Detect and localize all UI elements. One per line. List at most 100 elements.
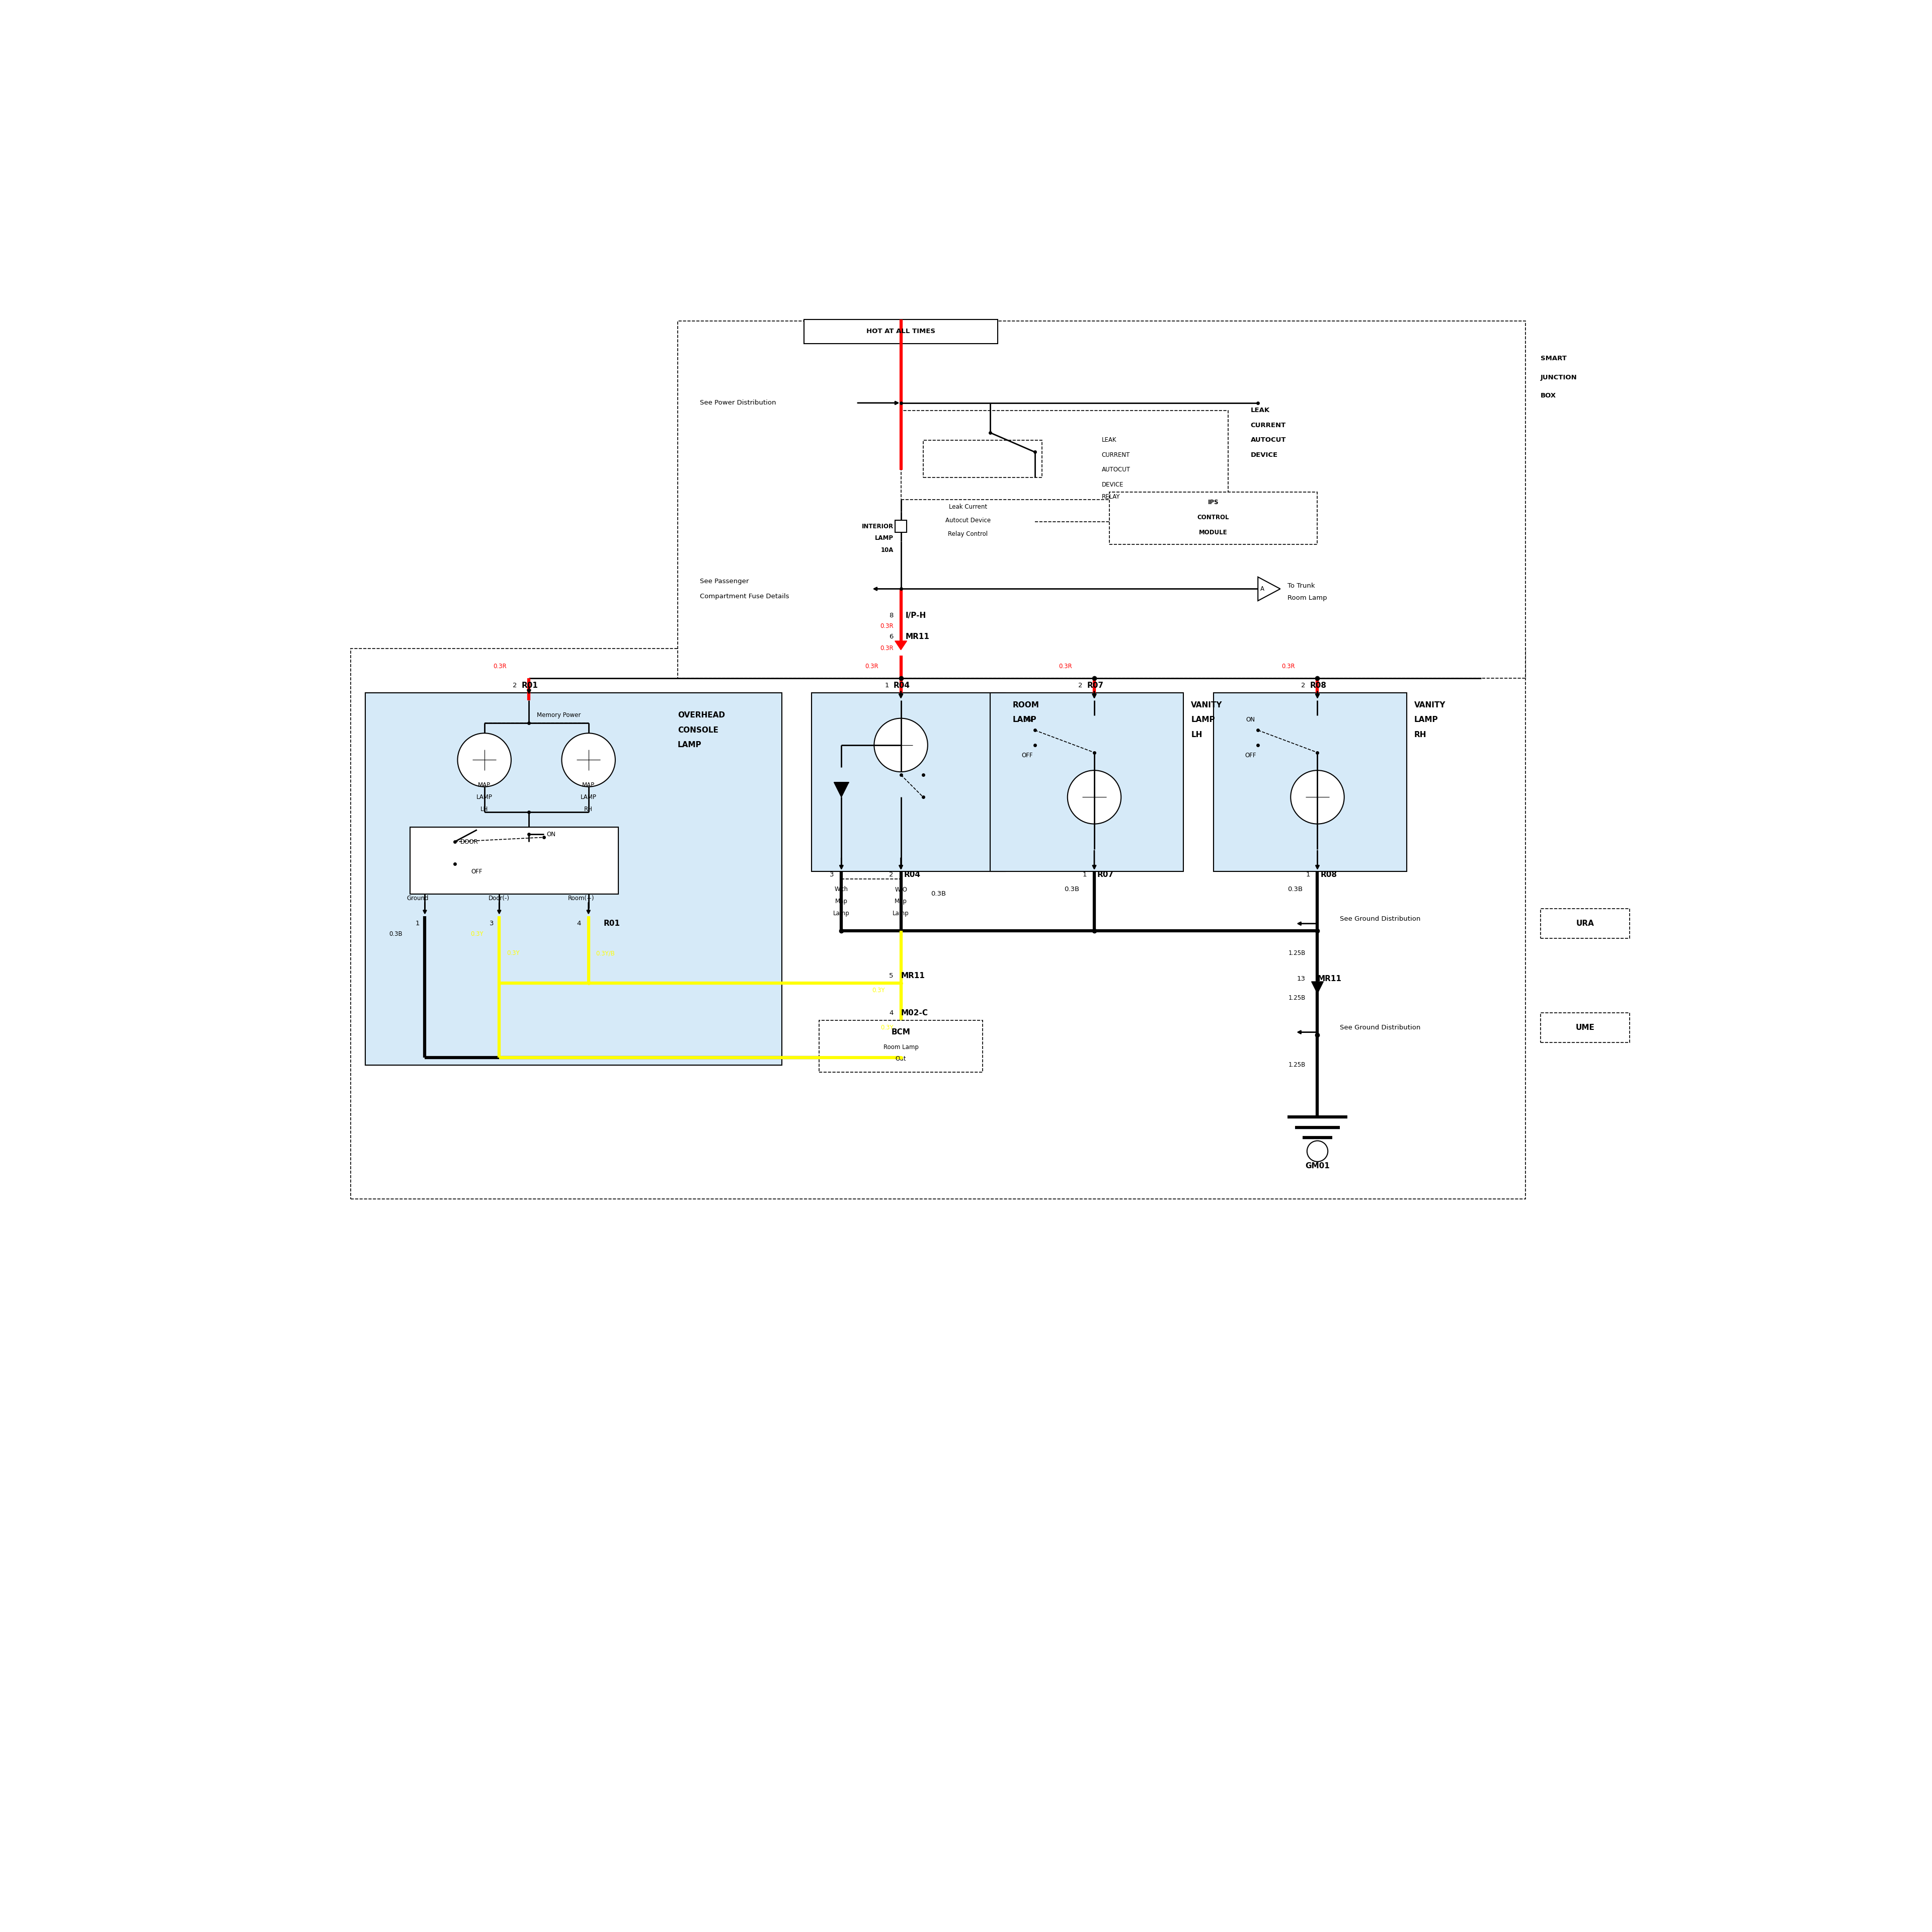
Text: MAP: MAP <box>582 782 595 788</box>
Bar <box>350 649 1526 1198</box>
Text: LAMP: LAMP <box>678 742 701 750</box>
Circle shape <box>458 732 512 786</box>
Text: Room Lamp: Room Lamp <box>1287 595 1327 601</box>
Circle shape <box>1308 1140 1327 1161</box>
Text: CONSOLE: CONSOLE <box>678 726 719 734</box>
Bar <box>900 410 1229 500</box>
Text: BOX: BOX <box>1540 392 1557 398</box>
Polygon shape <box>1258 578 1281 601</box>
Text: GM01: GM01 <box>1306 1163 1329 1171</box>
Text: R04: R04 <box>904 871 920 879</box>
Text: To Trunk: To Trunk <box>1287 583 1316 589</box>
Circle shape <box>562 732 614 786</box>
Text: MR11: MR11 <box>1318 976 1341 981</box>
Text: A: A <box>1260 585 1264 591</box>
Circle shape <box>873 719 927 773</box>
Text: R08: R08 <box>1310 682 1327 690</box>
Text: See Passenger: See Passenger <box>699 578 750 585</box>
Text: 0.3R: 0.3R <box>493 663 506 670</box>
Text: 2: 2 <box>512 682 518 690</box>
Text: Map: Map <box>835 898 848 904</box>
Text: Compartment Fuse Details: Compartment Fuse Details <box>699 593 790 599</box>
Text: UME: UME <box>1577 1024 1594 1032</box>
Text: MODULE: MODULE <box>1200 529 1227 535</box>
Text: M02-C: M02-C <box>900 1009 927 1016</box>
Bar <box>895 520 906 533</box>
Polygon shape <box>1312 981 1323 993</box>
Text: 1: 1 <box>885 682 889 690</box>
Bar <box>819 1020 983 1072</box>
Text: MAP: MAP <box>477 782 491 788</box>
Circle shape <box>1068 771 1121 823</box>
Text: 1: 1 <box>1082 871 1088 877</box>
Text: R01: R01 <box>522 682 539 690</box>
Text: RH: RH <box>583 806 593 811</box>
Text: 0.3R: 0.3R <box>866 663 879 670</box>
Text: Room(+): Room(+) <box>568 895 595 902</box>
Text: DEVICE: DEVICE <box>1250 452 1277 458</box>
Text: R07: R07 <box>1088 682 1103 690</box>
Text: ROOM: ROOM <box>1012 701 1039 709</box>
Text: Map: Map <box>895 898 908 904</box>
Text: DOOR: DOOR <box>460 838 479 844</box>
Text: 8: 8 <box>889 612 893 618</box>
Text: 3: 3 <box>829 871 835 877</box>
Text: 0.3Y: 0.3Y <box>881 1024 893 1032</box>
Text: Memory Power: Memory Power <box>537 713 582 719</box>
Bar <box>1540 1012 1631 1043</box>
Text: 0.3B: 0.3B <box>1065 887 1080 893</box>
Text: INTERIOR: INTERIOR <box>862 524 893 529</box>
Text: 0.3Y: 0.3Y <box>506 951 520 956</box>
Text: Door(-): Door(-) <box>489 895 510 902</box>
Text: Leak Current: Leak Current <box>949 504 987 510</box>
Text: AUTOCUT: AUTOCUT <box>1101 468 1130 473</box>
Text: 0.3R: 0.3R <box>881 622 893 630</box>
Text: LAMP: LAMP <box>1190 717 1215 725</box>
Text: Out: Out <box>896 1055 906 1063</box>
Text: IPS: IPS <box>1208 498 1219 506</box>
Text: 6: 6 <box>889 634 893 639</box>
Text: VANITY: VANITY <box>1414 701 1445 709</box>
Text: 0.3Y/B: 0.3Y/B <box>595 951 614 956</box>
Text: CONTROL: CONTROL <box>1198 514 1229 522</box>
Text: See Power Distribution: See Power Distribution <box>699 400 777 406</box>
Text: R07: R07 <box>1097 871 1115 879</box>
Text: 0.3R: 0.3R <box>1281 663 1294 670</box>
Text: 1.25B: 1.25B <box>1289 995 1306 1001</box>
Bar <box>811 694 1005 871</box>
Text: Lamp: Lamp <box>893 910 910 916</box>
Polygon shape <box>895 641 906 649</box>
Text: Ground: Ground <box>406 895 429 902</box>
Text: BCM: BCM <box>891 1028 910 1036</box>
Text: I/P-H: I/P-H <box>906 612 925 620</box>
Bar <box>365 694 782 1065</box>
Text: R08: R08 <box>1320 871 1337 879</box>
Text: HOT AT ALL TIMES: HOT AT ALL TIMES <box>866 328 935 334</box>
Text: LH: LH <box>481 806 489 811</box>
Text: 0.3Y: 0.3Y <box>871 987 885 993</box>
Text: MR11: MR11 <box>906 632 929 639</box>
Text: LEAK: LEAK <box>1101 437 1117 442</box>
Text: W/O: W/O <box>895 887 908 893</box>
Text: 4: 4 <box>889 1010 893 1016</box>
Text: CURRENT: CURRENT <box>1101 452 1130 458</box>
Bar <box>1540 908 1631 939</box>
Text: LAMP: LAMP <box>580 794 597 800</box>
Text: SMART: SMART <box>1540 355 1567 361</box>
Text: OFF: OFF <box>1022 752 1034 759</box>
Bar <box>923 440 1041 477</box>
Text: LH: LH <box>1190 730 1202 738</box>
Text: 0.3R: 0.3R <box>1059 663 1072 670</box>
Bar <box>1109 493 1318 545</box>
Text: OFF: OFF <box>471 867 483 875</box>
Text: Lamp: Lamp <box>833 910 850 916</box>
Text: MR11: MR11 <box>900 972 925 980</box>
Bar <box>410 827 618 895</box>
Text: Autocut Device: Autocut Device <box>945 518 991 524</box>
Bar <box>1213 694 1406 871</box>
Text: 1: 1 <box>1306 871 1310 877</box>
Text: 0.3B: 0.3B <box>1287 887 1302 893</box>
Text: ON: ON <box>547 831 556 838</box>
Text: OVERHEAD: OVERHEAD <box>678 711 725 719</box>
Text: CURRENT: CURRENT <box>1250 421 1287 429</box>
